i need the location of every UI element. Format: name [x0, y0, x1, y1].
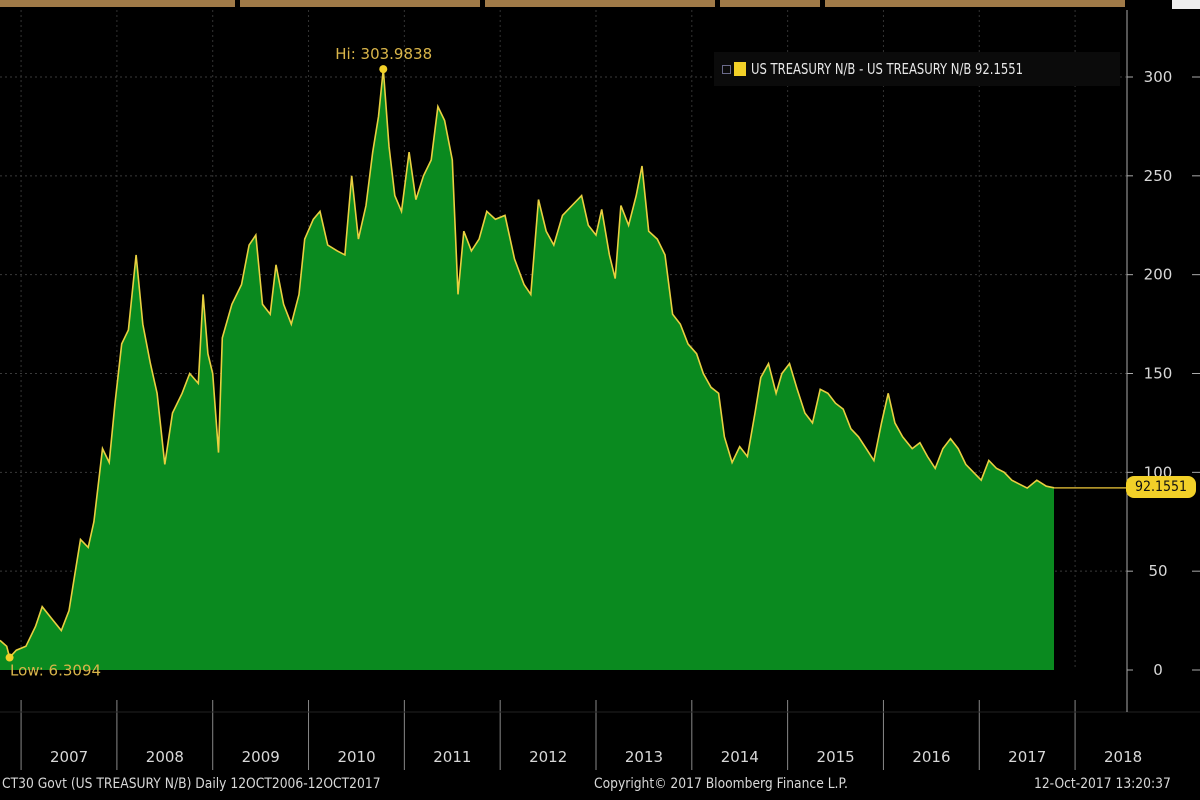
chart-legend: US TREASURY N/B - US TREASURY N/B 92.155…: [714, 52, 1120, 86]
y-tick-label: 0: [1153, 661, 1163, 679]
x-tick-label: 2008: [146, 748, 184, 766]
x-tick-label: 2017: [1008, 748, 1046, 766]
hi-annotation: Hi: 303.9838: [335, 45, 432, 63]
x-tick-label: 2011: [433, 748, 471, 766]
footer-timestamp: 12-Oct-2017 13:20:37: [1034, 776, 1171, 792]
x-tick-label: 2009: [242, 748, 280, 766]
y-tick-label: 50: [1148, 562, 1167, 580]
hi-marker: [379, 65, 388, 74]
footer-security: CT30 Govt (US TREASURY N/B) Daily 12OCT2…: [2, 776, 381, 792]
y-tick-label: 150: [1144, 365, 1173, 383]
x-tick-label: 2014: [721, 748, 759, 766]
x-tick-label: 2012: [529, 748, 567, 766]
x-tick-label: 2016: [912, 748, 950, 766]
series-line: [0, 69, 1055, 660]
legend-checkbox[interactable]: [722, 64, 731, 74]
series-area: [0, 69, 1054, 671]
footer-copyright: Copyright© 2017 Bloomberg Finance L.P.: [594, 776, 848, 792]
x-tick-label: 2015: [817, 748, 855, 766]
x-tick-label: 2018: [1104, 748, 1142, 766]
low-annotation: Low: 6.3094: [10, 662, 101, 680]
low-marker: [5, 653, 14, 662]
legend-swatch: [734, 62, 746, 76]
x-tick-label: 2010: [337, 748, 375, 766]
y-tick-label: 200: [1144, 266, 1173, 284]
legend-label: US TREASURY N/B - US TREASURY N/B 92.155…: [751, 60, 1024, 78]
y-tick-label: 250: [1144, 167, 1173, 185]
top-toolbar-strip: [0, 0, 1200, 9]
x-tick-label: 2007: [50, 748, 88, 766]
x-tick-label: 2013: [625, 748, 663, 766]
y-tick-label: 300: [1144, 68, 1173, 86]
last-price-tag: 92.1551: [1126, 476, 1196, 498]
